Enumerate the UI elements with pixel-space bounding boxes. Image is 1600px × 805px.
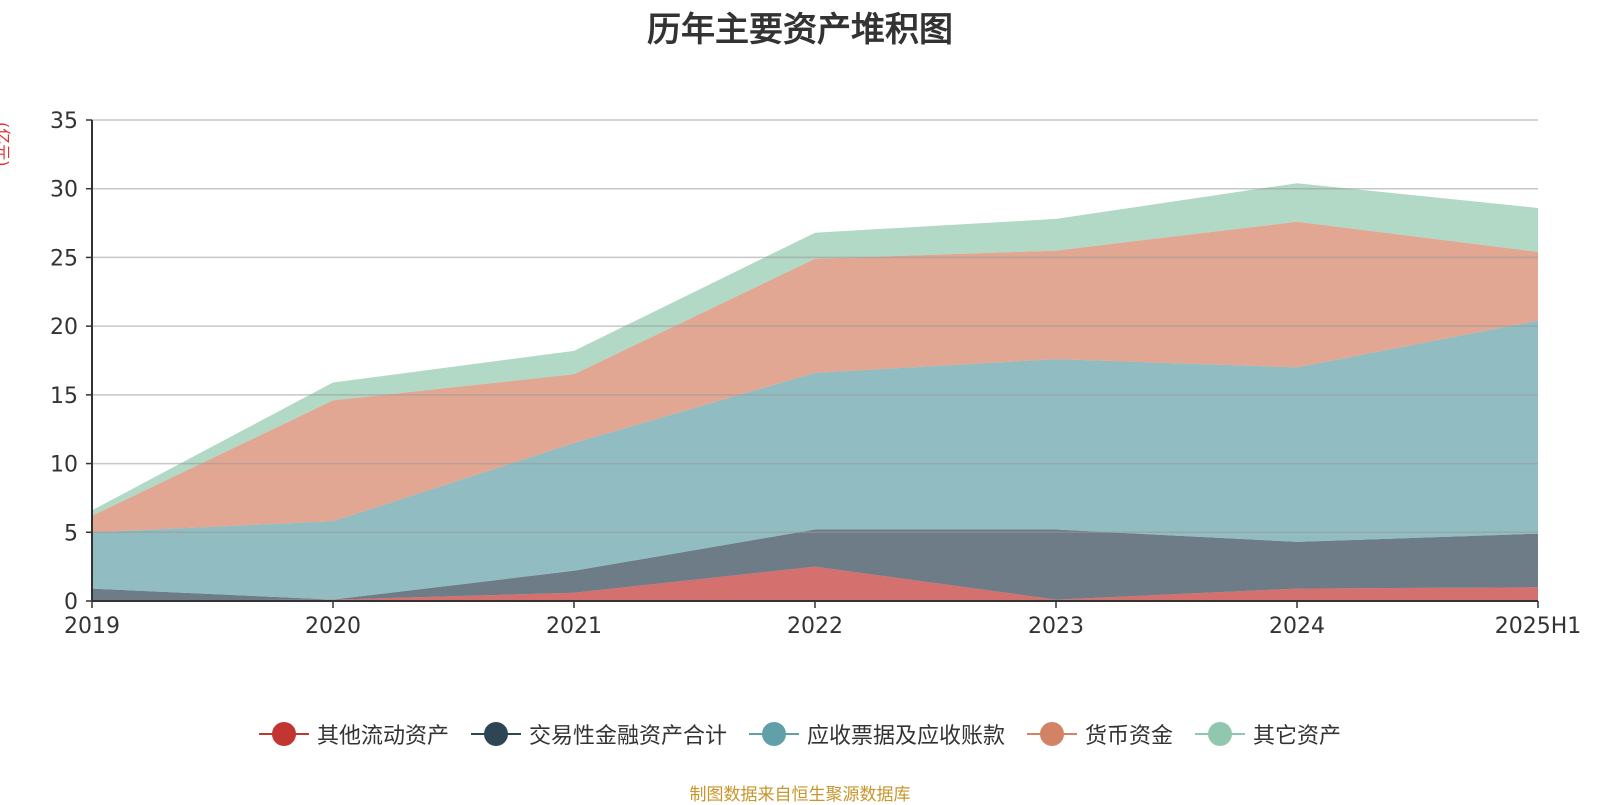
y-tick-label: 5 <box>64 521 78 546</box>
legend-item-4[interactable]: 其它资产 <box>1195 718 1341 750</box>
area-series-0 <box>92 566 1538 601</box>
legend-marker-icon <box>748 722 799 746</box>
legend-label: 交易性金融资产合计 <box>528 724 727 749</box>
legend-marker-icon <box>258 722 309 746</box>
legend-label: 货币资金 <box>1085 724 1174 749</box>
chart-title: 历年主要资产堆积图 <box>647 10 953 50</box>
x-tick-label: 2020 <box>305 614 361 639</box>
area-series-3 <box>92 221 1538 533</box>
legend-marker-icon <box>470 722 521 746</box>
x-tick-label: 2022 <box>787 614 843 639</box>
y-tick-label: 10 <box>50 453 78 478</box>
legend-label: 其他流动资产 <box>316 724 449 749</box>
chart-legend: 其他流动资产 交易性金融资产合计 应收票据及应收账款 货币资金 其它资产 <box>0 718 1600 750</box>
legend-label: 应收票据及应收账款 <box>806 724 1005 749</box>
legend-label: 其它资产 <box>1253 724 1342 749</box>
x-tick-label: 2019 <box>64 614 120 639</box>
x-tick-label: 2021 <box>546 614 602 639</box>
legend-item-1[interactable]: 交易性金融资产合计 <box>470 718 727 750</box>
y-tick-label: 30 <box>50 178 78 203</box>
y-tick-label: 0 <box>64 590 78 615</box>
area-series-2 <box>92 320 1538 600</box>
x-tick-label: 2025H1 <box>1495 614 1582 639</box>
x-tick-label: 2024 <box>1269 614 1325 639</box>
legend-item-2[interactable]: 应收票据及应收账款 <box>748 718 1005 750</box>
area-series-1 <box>92 529 1538 601</box>
legend-marker-icon <box>1195 722 1246 746</box>
y-tick-label: 15 <box>50 384 78 409</box>
area-series-4 <box>92 183 1538 516</box>
data-source-note: 制图数据来自恒生聚源数据库 <box>689 785 911 805</box>
y-tick-label: 35 <box>50 109 78 134</box>
y-tick-label: 20 <box>50 315 78 340</box>
y-tick-label: 25 <box>50 246 78 271</box>
x-tick-label: 2023 <box>1028 614 1084 639</box>
legend-marker-icon <box>1027 722 1077 746</box>
legend-item-0[interactable]: 其他流动资产 <box>258 718 449 750</box>
legend-item-3[interactable]: 货币资金 <box>1027 718 1173 750</box>
